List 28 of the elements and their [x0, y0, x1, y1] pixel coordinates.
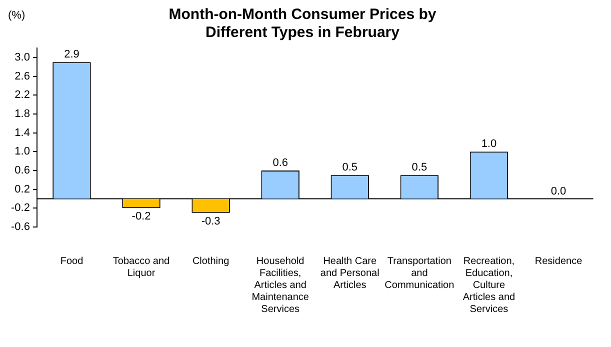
- y-tick-label: 1.0: [14, 146, 30, 158]
- data-label: 2.9: [64, 48, 80, 61]
- x-tick-label: Recreation, Education, Culture Articles and Services: [462, 256, 516, 315]
- x-tick-label: Residence: [534, 256, 583, 267]
- x-tick-label: Food: [60, 256, 84, 267]
- data-label: 0.5: [412, 162, 428, 174]
- y-tick-label: -0.2: [10, 202, 30, 214]
- x-tick-label: Household Facilities, Articles and Maintenance Services: [252, 256, 310, 315]
- y-tick-label: 2.2: [14, 89, 30, 102]
- y-axis-title: (%): [8, 10, 26, 22]
- data-label: 0.0: [550, 185, 566, 198]
- data-label: 0.5: [342, 162, 358, 174]
- y-tick-label: 1.8: [14, 108, 30, 120]
- chart-title: Month-on-Month Consumer Prices by Different Types in February: [168, 6, 437, 42]
- x-tick-label: Tobacco and Liquor: [112, 256, 170, 279]
- y-tick-label: 3.0: [14, 51, 30, 64]
- x-tick-label: Transportation and Communication: [384, 256, 454, 291]
- data-label: -0.2: [132, 210, 151, 223]
- y-tick-label: -0.6: [10, 221, 30, 234]
- data-label: 1.0: [481, 138, 497, 150]
- data-label: -0.3: [201, 215, 220, 228]
- y-tick-label: 0.2: [14, 183, 30, 196]
- y-tick-label: 2.6: [14, 70, 30, 82]
- x-tick-label: Clothing: [192, 256, 230, 267]
- x-tick-label: Health Care and Personal Articles: [320, 256, 380, 291]
- y-tick-label: 0.6: [14, 164, 30, 177]
- data-label: 0.6: [272, 157, 288, 170]
- y-tick-label: 1.4: [14, 126, 30, 139]
